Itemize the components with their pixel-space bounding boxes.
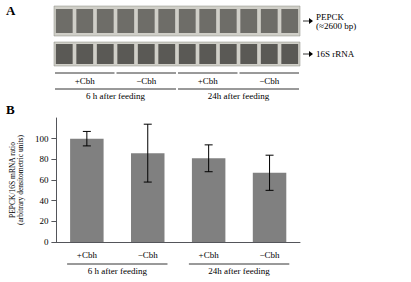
svg-text:80: 80: [39, 154, 49, 164]
svg-text:24h after feeding: 24h after feeding: [208, 266, 270, 276]
svg-text:60: 60: [39, 175, 49, 185]
svg-text:PEPCK/16S mRNA ratio: PEPCK/16S mRNA ratio: [7, 142, 17, 218]
svg-text:6 h after feeding: 6 h after feeding: [86, 91, 146, 101]
svg-text:100: 100: [35, 134, 49, 144]
svg-text:+Cbh: +Cbh: [199, 250, 220, 260]
svg-text:40: 40: [39, 196, 49, 206]
svg-text:A: A: [6, 3, 16, 18]
svg-text:24h after feeding: 24h after feeding: [208, 91, 270, 101]
svg-text:(arbitrary densitometric units: (arbitrary densitometric units): [16, 135, 25, 225]
svg-text:−Cbh: −Cbh: [260, 250, 281, 260]
svg-text:+Cbh: +Cbh: [77, 250, 98, 260]
svg-text:0: 0: [44, 237, 49, 247]
svg-text:20: 20: [39, 216, 49, 226]
svg-text:−Cbh: −Cbh: [259, 76, 280, 86]
svg-text:−Cbh: −Cbh: [138, 250, 159, 260]
svg-text:+Cbh: +Cbh: [75, 76, 96, 86]
svg-text:6 h after feeding: 6 h after feeding: [88, 266, 148, 276]
svg-text:+Cbh: +Cbh: [198, 76, 219, 86]
svg-text:B: B: [6, 102, 15, 117]
svg-text:16S rRNA: 16S rRNA: [316, 49, 355, 59]
svg-text:(≈2600 bp): (≈2600 bp): [316, 21, 356, 31]
svg-text:−Cbh: −Cbh: [136, 76, 157, 86]
svg-text:PEPCK: PEPCK: [316, 11, 344, 22]
